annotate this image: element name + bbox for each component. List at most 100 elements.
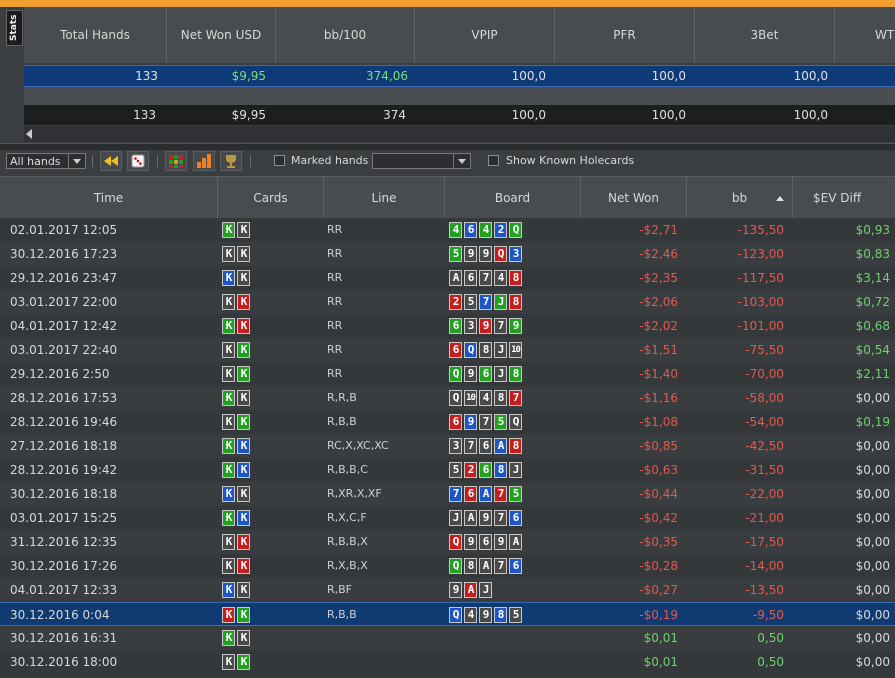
hand-time: 28.12.2016 19:42 <box>10 463 118 477</box>
hand-row[interactable]: 04.01.2017 12:33 K K R,BF 9 A J -$0,27 -13,50 $0,… <box>0 578 895 602</box>
bar-chart-icon <box>197 154 211 168</box>
replay-button[interactable] <box>100 151 122 171</box>
stats-row-selected[interactable]: 133 $9,95 374,06 100,0 100,0 100,0 <box>24 65 895 87</box>
hand-row[interactable]: 27.12.2016 18:18 K K RC,X,XC,XC 3 7 6 A 8 -$0,85 -… <box>0 434 895 458</box>
hand-time: 04.01.2017 12:33 <box>10 583 118 597</box>
stats-col-wt[interactable]: WT <box>875 28 895 42</box>
chevron-down-icon[interactable] <box>68 154 85 168</box>
board-card: 4 <box>494 270 507 286</box>
ev-diff-value: $0,68 <box>855 319 890 333</box>
board-card: Q <box>509 222 522 238</box>
hand-row[interactable]: 30.12.2016 16:31 K K $0,01 0,50 $0,00 <box>0 626 895 650</box>
col-header-line[interactable]: Line <box>324 177 445 219</box>
trophy-button[interactable] <box>220 151 242 171</box>
action-line: RR <box>327 247 343 260</box>
board-card: A <box>509 534 522 550</box>
ev-diff-value: $0,54 <box>855 343 890 357</box>
col-header-time[interactable]: Time <box>0 177 218 219</box>
hand-row[interactable]: 28.12.2016 19:42 K K R,B,B,C 5 2 6 8 J -$0,63 -31,… <box>0 458 895 482</box>
hand-row[interactable]: 28.12.2016 17:53 K K R,R,B Q 10 4 8 7 -$1,16 -58,0… <box>0 386 895 410</box>
board-card: Q <box>509 414 522 430</box>
stats-value-net-won: $9,95 <box>231 69 266 83</box>
col-header-cards[interactable]: Cards <box>218 177 324 219</box>
hole-card: K <box>222 582 235 598</box>
net-won-value: -$0,63 <box>639 463 678 477</box>
show-known-holecards-checkbox[interactable] <box>488 155 499 166</box>
board-card: 7 <box>479 294 492 310</box>
board-card: Q <box>464 342 477 358</box>
board-card: 6 <box>509 510 522 526</box>
col-header-ev-diff[interactable]: $EV Diff <box>813 191 862 205</box>
stats-col-3bet[interactable]: 3Bet <box>695 7 835 63</box>
panel-splitter[interactable] <box>0 143 895 151</box>
hand-row[interactable]: 03.01.2017 22:00 K K RR 2 5 7 J 8 -$2,06 -103,00 $0… <box>0 290 895 314</box>
stats-value-vpip: 100,0 <box>511 69 546 83</box>
bb-value: -9,50 <box>752 608 784 622</box>
board-card: 3 <box>449 438 462 454</box>
grid-view-button[interactable] <box>165 151 187 171</box>
hand-row[interactable]: 03.01.2017 22:40 K K RR 6 Q 8 J 10 -$1,51 -75,50 $0… <box>0 338 895 362</box>
hand-row[interactable]: 28.12.2016 19:46 K K R,B,B 6 9 7 5 Q -$1,08 -54,00… <box>0 410 895 434</box>
hand-time: 02.01.2017 12:05 <box>10 223 118 237</box>
board-card: 8 <box>494 390 507 406</box>
action-line: R,B,B <box>327 415 357 428</box>
board-card: 3 <box>464 318 477 334</box>
board-card: J <box>494 342 507 358</box>
hand-filter-select[interactable]: All hands <box>6 153 86 169</box>
board-card: J <box>494 366 507 382</box>
hole-card: K <box>222 318 235 334</box>
hand-row[interactable]: 04.01.2017 12:42 K K RR 6 3 9 7 9 -$2,02 -101,00 $0… <box>0 314 895 338</box>
stats-col-vpip[interactable]: VPIP <box>415 7 555 63</box>
net-won-value: -$1,16 <box>639 391 678 405</box>
dice-button[interactable] <box>127 151 149 171</box>
hole-card: K <box>237 534 250 550</box>
trophy-icon <box>226 155 236 168</box>
hand-row[interactable]: 30.12.2016 17:26 K K R,X,B,X Q 8 A 7 6 -$0,28 -14,… <box>0 554 895 578</box>
hand-row[interactable]: 30.12.2016 17:23 K K RR 5 9 9 Q 3 -$2,46 -123,00 $0… <box>0 242 895 266</box>
board-card: J <box>449 510 462 526</box>
hole-card: K <box>222 390 235 406</box>
stats-horizontal-scrollbar[interactable] <box>24 126 895 142</box>
board-card: Q <box>494 246 507 262</box>
hand-row[interactable]: 29.12.2016 23:47 K K RR A 6 7 4 8 -$2,35 -117,50 $3… <box>0 266 895 290</box>
hand-row[interactable]: 31.12.2016 12:35 K K R,B,B,X Q 9 6 9 A -$0,35 -17,… <box>0 530 895 554</box>
col-header-net-won[interactable]: Net Won <box>581 177 687 219</box>
hole-card: K <box>237 582 250 598</box>
stats-col-pfr[interactable]: PFR <box>555 7 695 63</box>
stats-tab[interactable]: Stats <box>6 10 23 46</box>
board-card: 3 <box>509 246 522 262</box>
scroll-left-arrow-icon[interactable] <box>26 129 32 139</box>
hand-row[interactable]: 29.12.2016 2:50 K K RR Q 9 6 J 8 -$1,40 -70,00 $2,1… <box>0 362 895 386</box>
ev-diff-value: $0,00 <box>855 463 890 477</box>
chevron-down-icon[interactable] <box>453 154 470 168</box>
marked-hands-checkbox[interactable] <box>274 155 285 166</box>
hole-card: K <box>222 630 235 646</box>
col-header-bb[interactable]: bb <box>687 177 793 219</box>
marked-hands-select[interactable] <box>372 153 471 169</box>
stats-col-total-hands[interactable]: Total Hands <box>24 7 167 63</box>
hand-row[interactable]: 30.12.2016 18:18 K K R,XR,X,XF 7 6 A 7 5 -$0,44 -2… <box>0 482 895 506</box>
stats-col-bb100[interactable]: bb/100 <box>276 7 415 63</box>
action-line: RR <box>327 295 343 308</box>
net-won-value: -$0,85 <box>639 439 678 453</box>
hand-row[interactable]: 02.01.2017 12:05 K K RR 4 6 4 2 Q -$2,71 -135,50 $0… <box>0 218 895 242</box>
col-header-board[interactable]: Board <box>445 177 581 219</box>
hand-time: 04.01.2017 12:42 <box>10 319 118 333</box>
bar-chart-button[interactable] <box>193 151 215 171</box>
board-card: 8 <box>509 294 522 310</box>
ev-diff-value: $2,11 <box>855 367 890 381</box>
hand-row[interactable]: 30.12.2016 0:04 K K R,B,B Q 4 9 8 5 -$0,19 -9,50 $0… <box>0 602 895 626</box>
ev-diff-value: $3,14 <box>855 271 890 285</box>
hole-card: K <box>222 294 235 310</box>
board-card: 10 <box>509 342 522 358</box>
board-card: 7 <box>509 390 522 406</box>
stats-col-net-won[interactable]: Net Won USD <box>167 7 276 63</box>
hand-row[interactable]: 30.12.2016 18:00 K K $0,01 0,50 $0,00 <box>0 650 895 674</box>
hand-row[interactable]: 03.01.2017 15:25 K K R,X,C,F J A 9 7 6 -$0,42 -21,… <box>0 506 895 530</box>
